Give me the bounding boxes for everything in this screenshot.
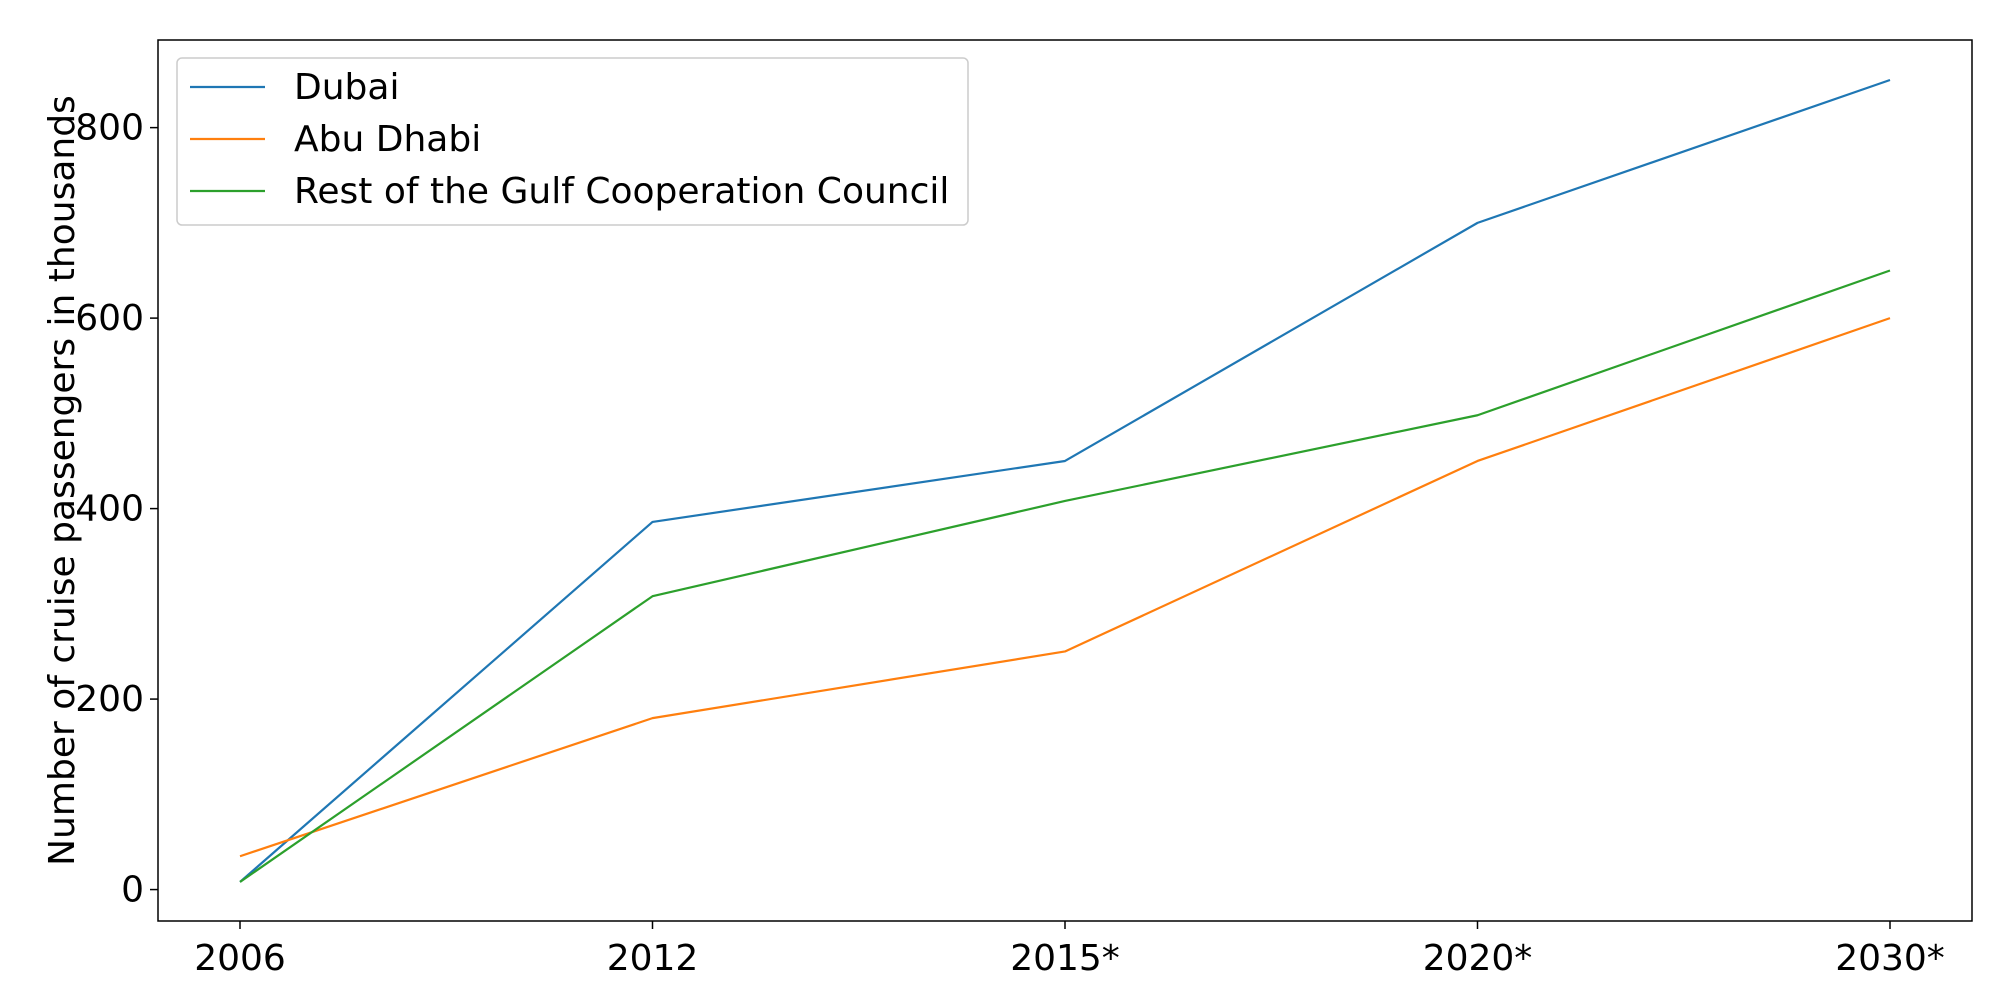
y-tick-label: 600 [75,298,144,339]
legend-label: Rest of the Gulf Cooperation Council [294,171,949,212]
x-tick-label: 2030* [1835,938,1945,979]
plot-frame [157,39,1973,922]
y-tick-label: 800 [75,108,144,149]
x-tick-label: 2012 [607,938,699,979]
series-line-abu-dhabi [239,317,1891,858]
x-tick-label: 2006 [194,938,286,979]
legend: Dubai Abu Dhabi Rest of the Gulf Cooperati… [176,57,969,226]
legend-box [176,57,969,226]
y-tick-label: 400 [75,489,144,530]
x-axis-ticks: 2006 2012 2015* 2020* 2030* [194,921,1945,979]
legend-label: Dubai [294,67,399,108]
x-tick-label: 2015* [1010,938,1120,979]
y-axis-title: Number of cruise passengers in thousands [42,95,83,866]
y-axis-ticks: 0 200 400 600 800 [75,108,158,911]
legend-label: Abu Dhabi [294,119,481,160]
series-lines [239,78,1891,883]
y-tick-label: 200 [75,679,144,720]
x-tick-label: 2020* [1423,938,1533,979]
series-line-rest-of-the-gulf-cooperation-council [239,269,1891,883]
series-line-dubai [239,78,1891,883]
y-tick-label: 0 [121,870,144,911]
